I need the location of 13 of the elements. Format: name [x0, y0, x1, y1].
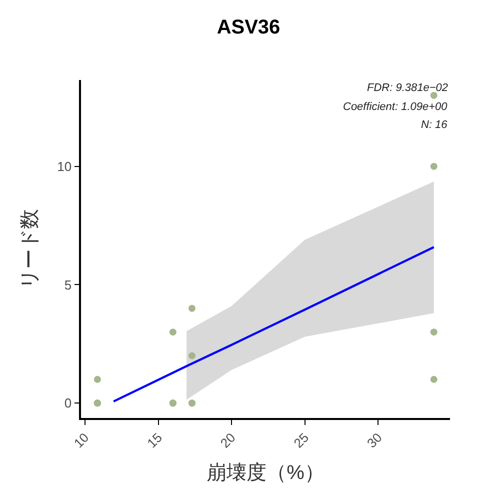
x-tick-label: 25 — [290, 430, 312, 451]
annotation: Coefficient: 1.09e+00 — [343, 101, 448, 113]
chart-title: ASV36 — [216, 16, 280, 39]
y-axis-title: リード数 — [19, 209, 42, 289]
x-tick-label: 20 — [217, 430, 238, 451]
x-tick-label: 15 — [144, 430, 165, 451]
annotation: N: 16 — [421, 119, 448, 131]
annotation: FDR: 9.381e−02 — [367, 82, 448, 94]
x-tick-label: 30 — [364, 430, 385, 451]
y-tick-label: 5 — [64, 277, 72, 292]
y-tick-label: 0 — [64, 396, 72, 411]
x-axis-title: 崩壊度（%） — [206, 462, 324, 484]
y-tick-label: 10 — [57, 158, 72, 174]
